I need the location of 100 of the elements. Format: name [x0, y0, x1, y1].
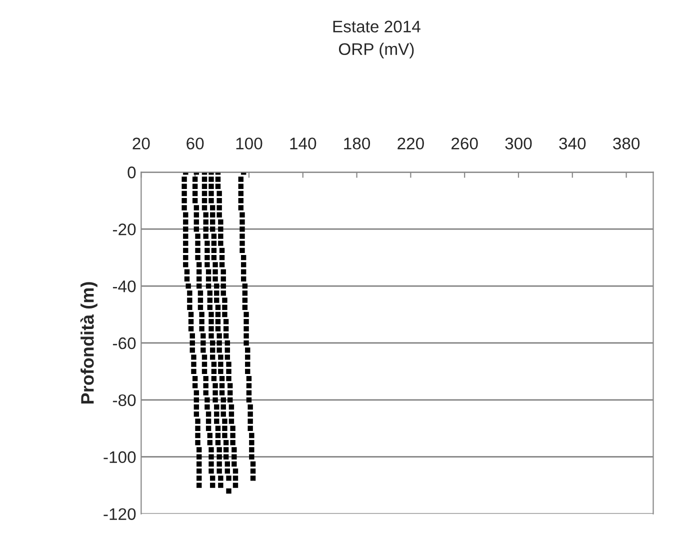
point: [244, 312, 249, 318]
point: [218, 354, 224, 360]
point: [249, 454, 254, 460]
point: [202, 368, 208, 374]
point: [206, 426, 212, 431]
point: [218, 240, 224, 246]
point: [224, 468, 230, 474]
point: [222, 426, 228, 431]
point: [195, 254, 200, 260]
point: [250, 476, 256, 481]
point: [238, 205, 244, 210]
point: [248, 404, 253, 410]
point: [204, 397, 210, 403]
point: [230, 432, 236, 438]
point: [214, 404, 220, 410]
point: [218, 482, 224, 488]
x-tick-label: 260: [452, 138, 478, 150]
x-tick-label: 60: [186, 138, 204, 150]
point: [246, 397, 252, 403]
point: [228, 397, 233, 403]
point: [211, 362, 217, 367]
point: [219, 248, 225, 254]
point: [244, 340, 249, 346]
point: [216, 198, 222, 204]
point: [208, 198, 214, 204]
point: [238, 176, 244, 182]
point: [248, 418, 253, 424]
point: [242, 290, 248, 296]
point: [190, 347, 195, 353]
point: [183, 234, 188, 239]
point: [202, 176, 208, 182]
point: [224, 347, 230, 353]
x-tick-label: 220: [398, 138, 424, 150]
point: [240, 269, 246, 274]
point: [246, 383, 252, 388]
point: [244, 333, 249, 338]
point: [194, 219, 200, 225]
point: [216, 190, 222, 196]
point: [216, 333, 222, 338]
point: [206, 269, 212, 274]
point: [240, 276, 246, 282]
point: [194, 412, 200, 417]
point: [196, 461, 202, 467]
point: [194, 205, 200, 210]
point: [232, 461, 237, 467]
point: [183, 248, 188, 254]
y-tick-label: -40: [112, 280, 136, 292]
point: [232, 482, 238, 488]
point: [238, 190, 244, 196]
point: [183, 226, 188, 232]
point: [208, 176, 214, 182]
point: [246, 390, 252, 396]
point: [206, 276, 212, 282]
point: [212, 397, 218, 403]
point: [192, 184, 198, 189]
y-tick-label: 0: [128, 166, 136, 178]
x-tick-label: 300: [505, 138, 532, 150]
point: [208, 184, 214, 189]
point: [198, 298, 204, 303]
point: [186, 283, 191, 289]
point: [214, 298, 220, 303]
point: [220, 276, 226, 282]
point: [206, 412, 212, 417]
point: [218, 476, 224, 481]
point: [250, 461, 256, 467]
point: [208, 326, 214, 332]
point: [245, 362, 250, 367]
point: [223, 440, 229, 446]
point: [219, 254, 225, 260]
point: [183, 212, 188, 218]
y-tick-label: -80: [112, 394, 136, 406]
point: [223, 447, 229, 452]
point: [244, 326, 249, 332]
point: [191, 368, 196, 374]
point: [210, 212, 216, 218]
point: [222, 304, 228, 310]
point: [192, 376, 198, 382]
point: [249, 440, 254, 446]
point: [195, 248, 200, 254]
point: [245, 354, 250, 360]
point: [182, 190, 187, 196]
point: [212, 383, 218, 388]
point: [212, 276, 218, 282]
point: [216, 461, 222, 467]
point: [240, 234, 245, 239]
point: [223, 454, 229, 460]
point: [207, 304, 212, 310]
point: [215, 176, 221, 182]
point: [202, 205, 208, 210]
point: [220, 397, 226, 403]
point: [216, 454, 222, 460]
point: [208, 312, 214, 318]
chart-title: Estate 2014: [333, 20, 420, 32]
point: [226, 488, 232, 494]
point: [211, 240, 217, 246]
y-tick-label: -20: [112, 224, 136, 236]
point: [183, 262, 188, 268]
point: [182, 205, 187, 210]
point: [199, 312, 204, 318]
point: [240, 254, 246, 260]
